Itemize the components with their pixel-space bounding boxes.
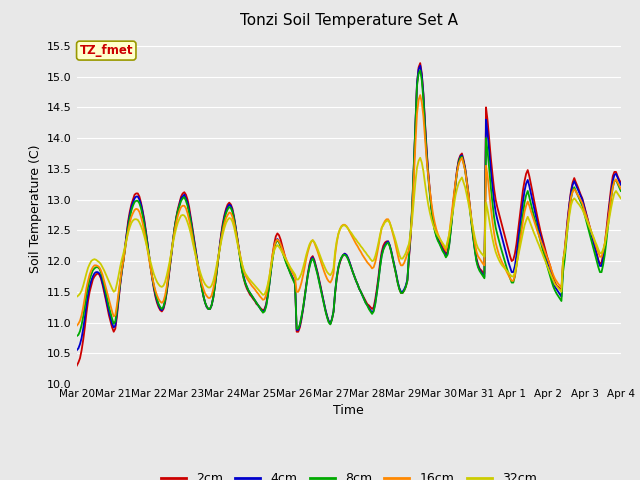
Title: Tonzi Soil Temperature Set A: Tonzi Soil Temperature Set A [240, 13, 458, 28]
Text: TZ_fmet: TZ_fmet [79, 44, 133, 57]
X-axis label: Time: Time [333, 405, 364, 418]
Legend: 2cm, 4cm, 8cm, 16cm, 32cm: 2cm, 4cm, 8cm, 16cm, 32cm [156, 467, 541, 480]
Y-axis label: Soil Temperature (C): Soil Temperature (C) [29, 144, 42, 273]
